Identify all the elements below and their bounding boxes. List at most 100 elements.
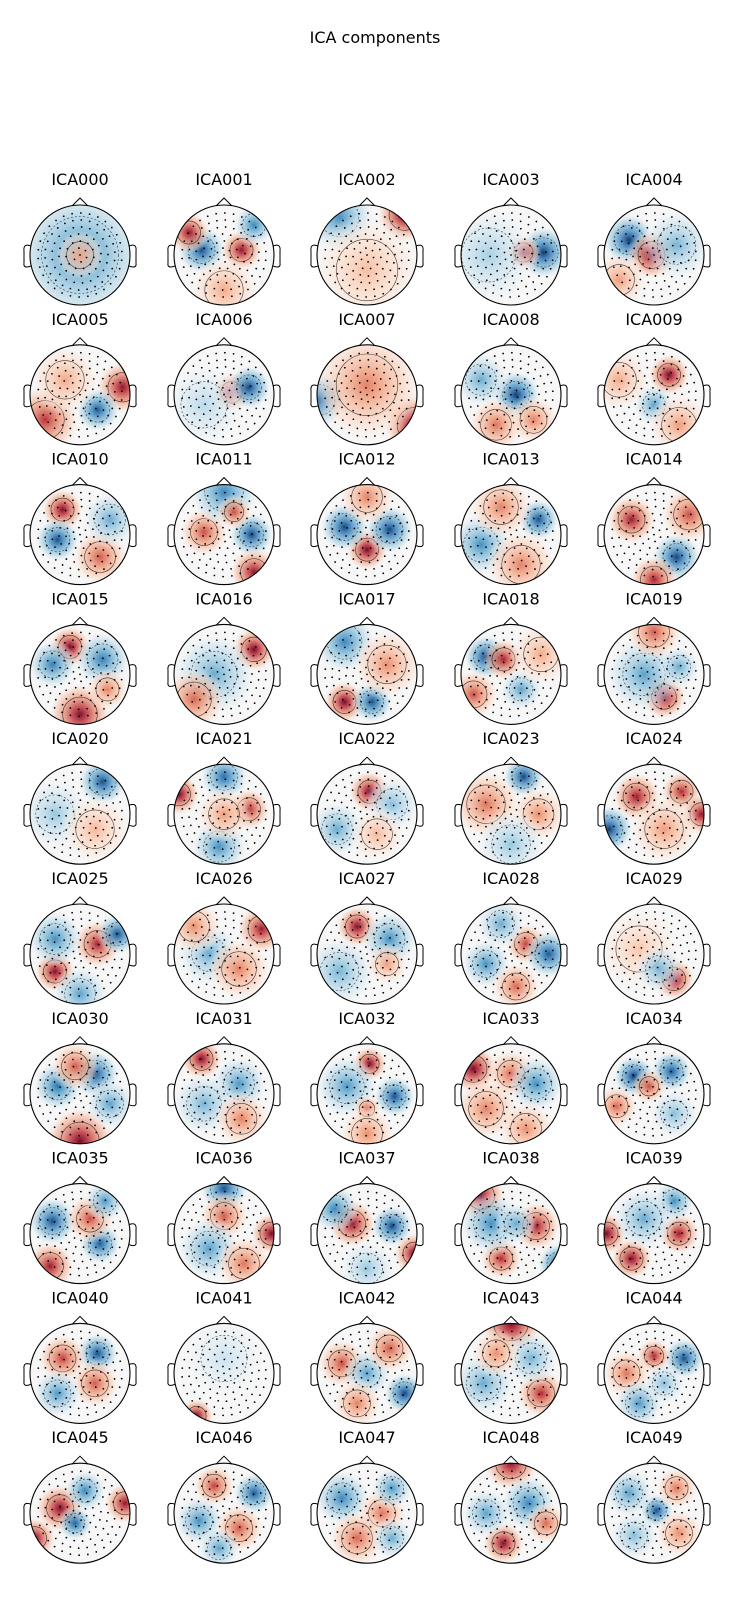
sensor-dot <box>500 846 503 849</box>
sensor-dot <box>342 1058 344 1061</box>
sensor-dot <box>527 775 530 778</box>
sensor-dot <box>326 659 329 662</box>
sensor-dot <box>407 399 410 401</box>
sensor-dot <box>544 679 547 681</box>
sensor-dot <box>60 543 63 545</box>
sensor-dot <box>499 262 502 265</box>
sensor-dot <box>617 511 619 514</box>
sensor-dot <box>348 571 351 574</box>
contour-line <box>259 1221 274 1246</box>
scalp-field <box>30 1043 130 1144</box>
sensor-dot <box>477 520 480 522</box>
sensor-dot <box>654 1239 656 1242</box>
sensor-dot <box>209 1094 211 1097</box>
sensor-dot <box>44 816 47 819</box>
sensor-dot <box>694 1098 697 1100</box>
sensor-dot <box>662 971 665 974</box>
sensor-dot <box>633 1226 635 1228</box>
head-outline <box>173 1183 275 1285</box>
sensor-dot <box>245 420 248 423</box>
sensor-dot <box>230 295 233 298</box>
sensor-dot <box>365 806 367 809</box>
sensor-dot <box>527 1202 530 1205</box>
sensor-dot <box>535 360 538 363</box>
sensor-dot <box>687 670 690 673</box>
sensor-dot <box>110 925 113 928</box>
sensor-dot <box>390 648 393 650</box>
sensor-dot <box>510 240 513 242</box>
sensor-dot <box>670 555 673 558</box>
sensor-dot <box>392 245 395 248</box>
sensor-dot <box>551 1098 554 1100</box>
sensor-dot <box>197 382 200 384</box>
sensor-dot <box>109 282 112 285</box>
sensor-dot <box>69 574 72 577</box>
sensor-dot <box>517 288 519 291</box>
sensor-dot <box>200 926 203 928</box>
sensor-dot <box>487 1205 490 1208</box>
sensor-dot <box>215 242 218 244</box>
sensor-dot <box>80 638 83 641</box>
sensor-dot <box>105 664 108 667</box>
sensor-dot <box>632 654 635 657</box>
sensor-dot <box>508 848 511 851</box>
sensor-dot <box>531 252 533 255</box>
sensor-dot <box>692 1106 695 1109</box>
sensor-dot <box>222 806 224 809</box>
sensor-dot <box>222 386 224 389</box>
field-blob <box>189 255 259 305</box>
sensor-dot <box>646 810 649 813</box>
sensor-dot <box>620 520 623 522</box>
field-blob <box>339 1105 395 1144</box>
sensor-dot <box>253 1261 256 1264</box>
field-blob <box>207 937 271 1001</box>
sensor-dot <box>390 228 393 231</box>
sensor-dot <box>639 689 642 692</box>
sensor-dot <box>372 955 375 958</box>
sensor-dot <box>516 513 519 516</box>
sensor-dot <box>230 288 232 291</box>
sensor-dot <box>65 697 68 700</box>
sensor-dot <box>59 527 61 529</box>
sensor-dot <box>103 1067 106 1070</box>
sensor-dot <box>620 939 623 942</box>
head-outline <box>29 903 131 1005</box>
sensor-dot <box>330 791 332 794</box>
sensor-dot <box>346 1086 348 1089</box>
contour-line <box>95 677 120 702</box>
sensor-dot <box>338 538 341 541</box>
sensor-dot <box>46 659 49 662</box>
sensor-dot <box>519 639 522 642</box>
sensor-dot <box>249 401 252 404</box>
sensor-dot <box>398 687 401 689</box>
sensor-dot <box>352 1117 355 1120</box>
sensor-dot <box>222 435 225 438</box>
topomap-ica018: ICA018 <box>454 589 568 725</box>
sensor-dot <box>356 294 359 297</box>
sensor-dot <box>216 833 219 836</box>
sensor-dot <box>379 378 382 380</box>
sensor-dot <box>232 507 235 510</box>
sensor-dot <box>186 1252 189 1255</box>
sensor-dot <box>394 1092 396 1095</box>
sensor-dot <box>120 678 123 681</box>
sensor-dot <box>79 491 82 494</box>
sensor-dot <box>202 1094 204 1097</box>
sensor-dot <box>632 1213 635 1216</box>
sensor-dot <box>666 955 669 958</box>
sensor-dot <box>527 1194 530 1197</box>
sensor-dot <box>646 499 648 502</box>
sensor-dot <box>324 248 327 251</box>
sensor-dot <box>637 799 640 802</box>
sensor-dot <box>238 267 241 270</box>
sensor-dot <box>188 667 191 670</box>
nose <box>71 896 89 906</box>
sensor-dot <box>618 528 621 530</box>
sensor-dot <box>491 1102 494 1105</box>
sensor-dot <box>247 707 249 710</box>
sensor-dot <box>232 227 235 230</box>
sensor-dot <box>205 1263 208 1265</box>
sensor-dot <box>208 789 211 792</box>
sensor-dot <box>612 1105 615 1107</box>
sensor-dot <box>546 835 548 837</box>
